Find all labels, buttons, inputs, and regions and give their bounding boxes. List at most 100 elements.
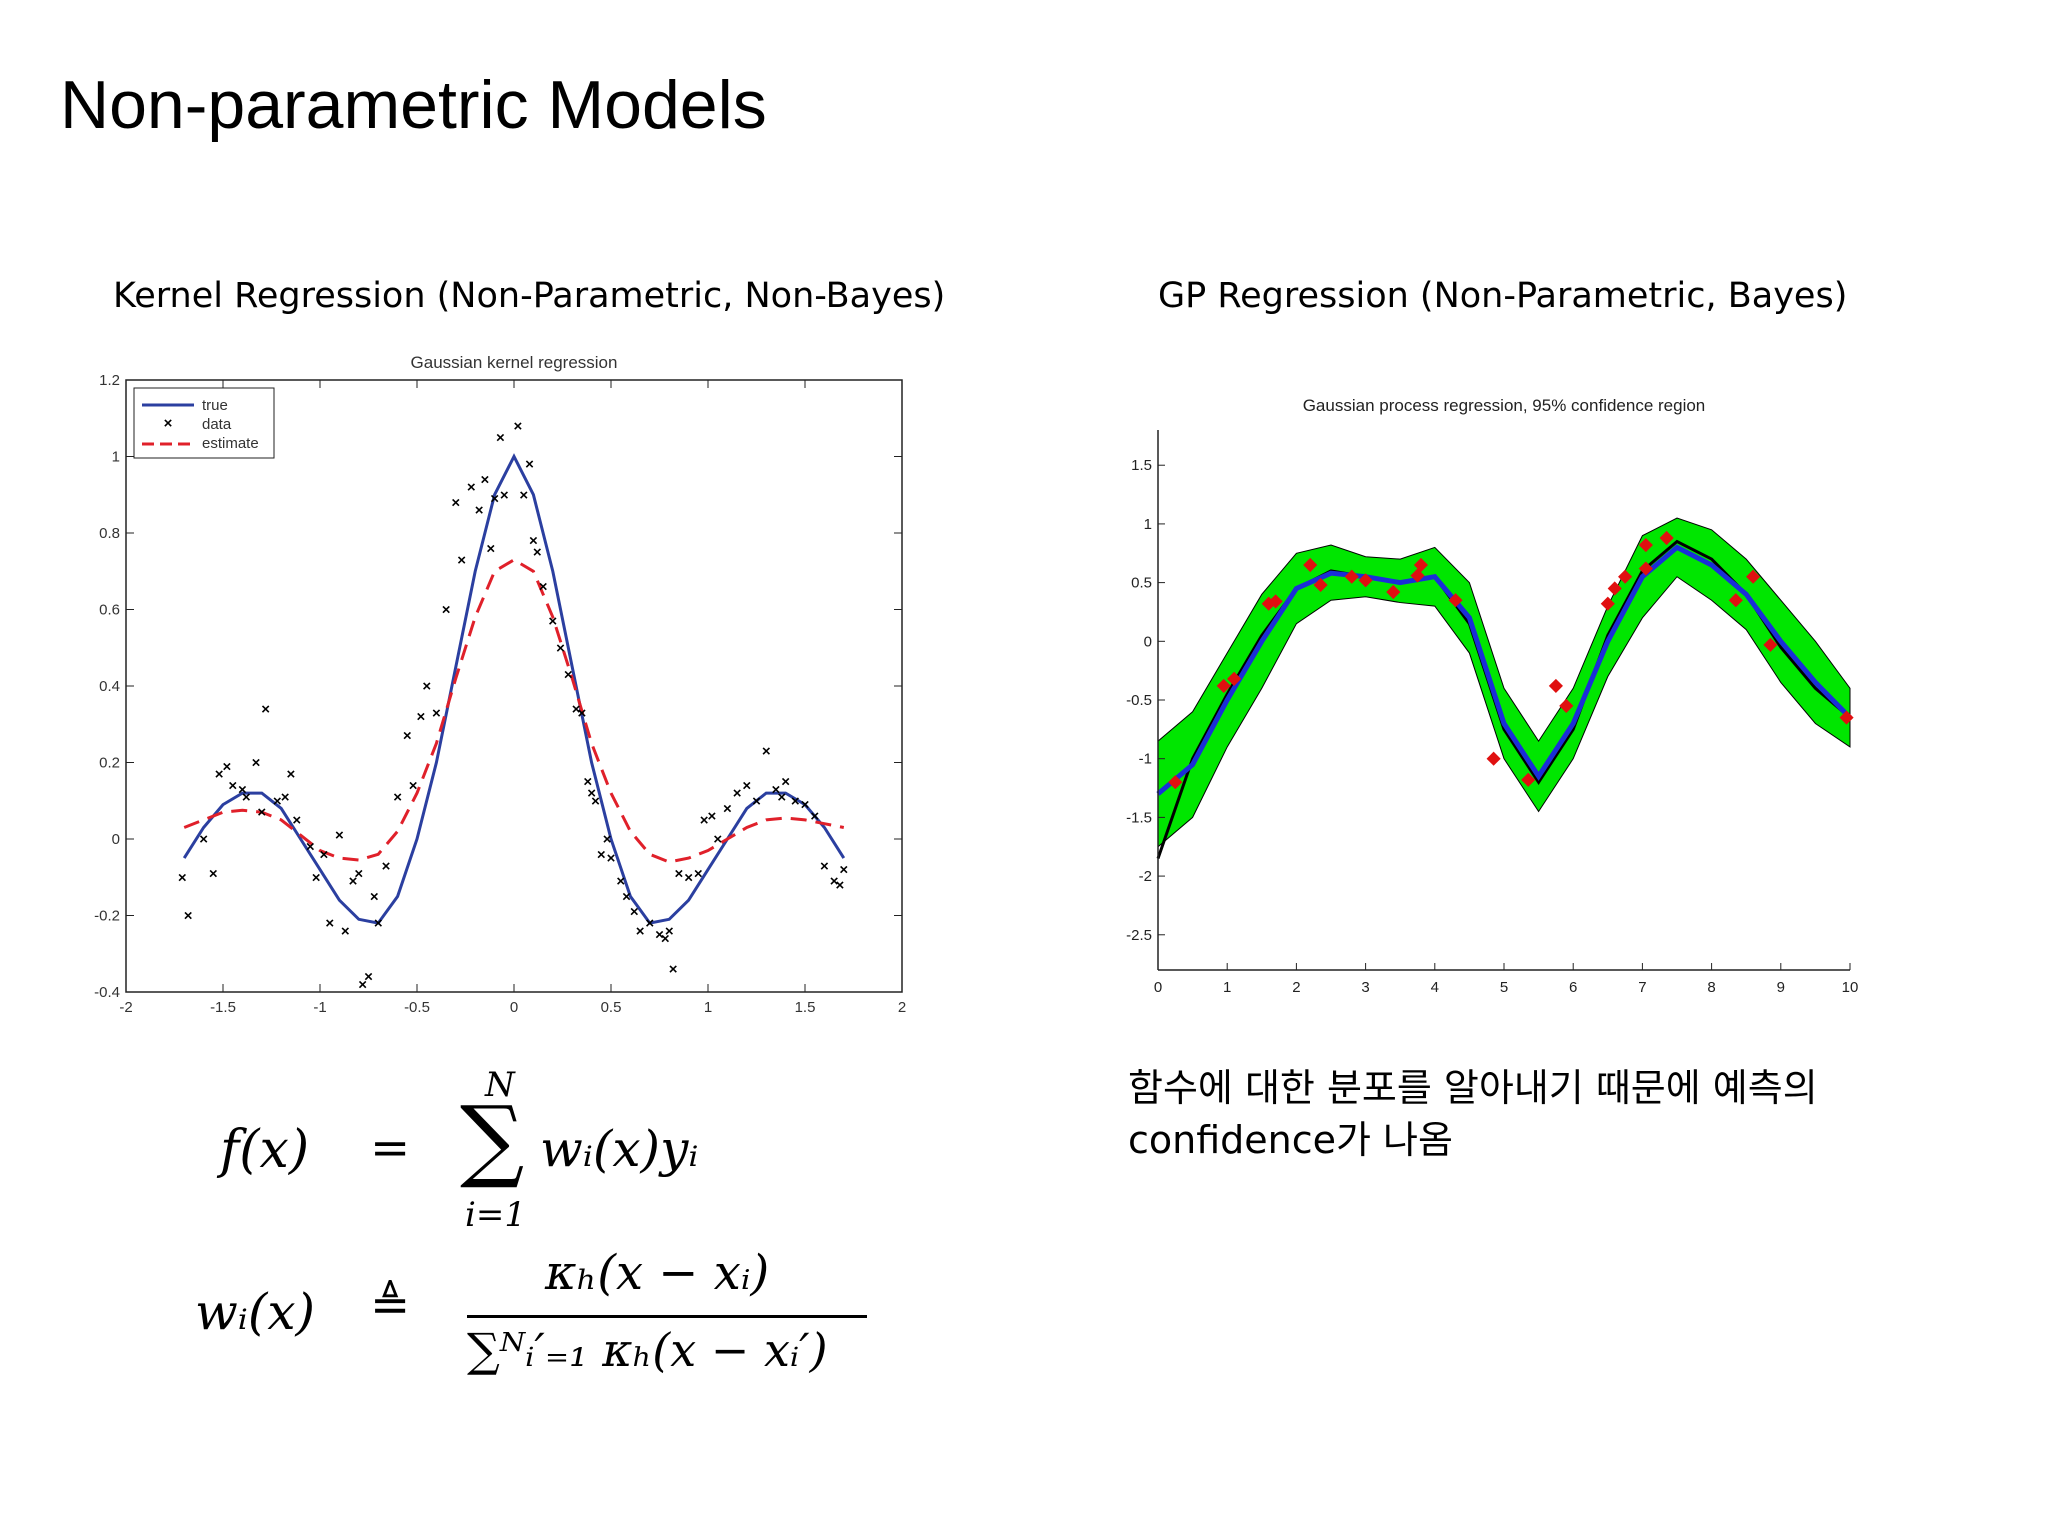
data-point — [1303, 557, 1318, 573]
legend-label: true — [202, 397, 228, 414]
data-point: × — [341, 923, 350, 940]
data-point: × — [519, 487, 528, 504]
data-point — [1618, 569, 1633, 584]
gp-regression-heading: GP Regression (Non-Parametric, Bayes) — [1158, 276, 1848, 316]
data-point: × — [583, 774, 592, 791]
gp-regression-chart: Gaussian process regression, 95% confide… — [1126, 396, 1858, 996]
x-tick-label: 1 — [704, 999, 712, 1016]
data-point: × — [587, 785, 596, 802]
confidence-note-line-1: 함수에 대한 분포를 알아내기 때문에 예측의 — [1128, 1066, 1818, 1110]
data-point: × — [772, 781, 781, 798]
sum-body: wᵢ(x)yᵢ — [540, 1120, 699, 1178]
data-point — [1227, 671, 1242, 686]
data-point: × — [238, 781, 247, 798]
data-point: × — [622, 888, 631, 905]
data-point — [1638, 537, 1653, 553]
series-line-true — [182, 453, 846, 925]
sum-upper-limit: N — [485, 1065, 515, 1105]
posterior-mean-line — [1156, 544, 1852, 796]
data-point: × — [199, 831, 208, 848]
x-tick-label: 2 — [1292, 979, 1300, 996]
data-point: × — [762, 743, 771, 760]
x-tick-label: 9 — [1777, 979, 1785, 996]
data-point — [1313, 577, 1328, 593]
y-tick-label: 0.5 — [1131, 575, 1152, 592]
x-tick-label: -0.5 — [404, 999, 430, 1016]
data-point: × — [533, 544, 542, 561]
data-point: × — [457, 552, 466, 569]
data-point: × — [481, 471, 490, 488]
data-point — [1659, 530, 1674, 546]
weight-denominator: ∑ᴺᵢ′₌₁ κₕ(x − xᵢ′) — [467, 1323, 828, 1377]
data-point: × — [742, 777, 751, 794]
y-tick-label: 0.6 — [99, 602, 120, 619]
data-point: × — [496, 429, 505, 446]
data-point — [1559, 698, 1574, 713]
data-point: × — [591, 793, 600, 810]
data-point: × — [564, 667, 573, 684]
data-point: × — [354, 865, 363, 882]
data-point: × — [370, 888, 379, 905]
y-tick-label: 0.4 — [99, 678, 120, 695]
triangleq-sign: ≜ — [370, 1277, 411, 1333]
slide-title: Non-parametric Models — [60, 67, 767, 143]
data-point: × — [222, 758, 231, 775]
data-point: × — [422, 678, 431, 695]
y-tick-label: -0.2 — [94, 908, 120, 925]
y-tick-label: 0.2 — [99, 755, 120, 772]
data-point: × — [713, 831, 722, 848]
data-point: × — [597, 846, 606, 863]
data-point: × — [684, 869, 693, 886]
data-point: × — [228, 777, 237, 794]
data-point: × — [319, 846, 328, 863]
data-point — [1638, 561, 1653, 576]
data-point: × — [636, 923, 645, 940]
data-point: × — [630, 904, 639, 921]
kernel-regression-formula: f(x) = N ∑ i=1 wᵢ(x)yᵢ wᵢ(x) ≜ κₕ(x − xᵢ… — [185, 1065, 905, 1405]
data-point: × — [572, 701, 581, 718]
data-point: × — [839, 862, 848, 879]
data-point: × — [665, 923, 674, 940]
x-tick-label: 0.5 — [601, 999, 622, 1016]
data-point: × — [349, 873, 358, 890]
data-point: × — [486, 540, 495, 557]
y-tick-label: -1.5 — [1126, 809, 1152, 826]
data-point: × — [669, 961, 678, 978]
data-point: × — [335, 827, 344, 844]
data-point: × — [490, 491, 499, 508]
data-point: × — [655, 927, 664, 944]
data-point: × — [215, 766, 224, 783]
data-point: × — [830, 873, 839, 890]
data-point: × — [801, 797, 810, 814]
data-point: × — [281, 789, 290, 806]
x-tick-label: 1 — [1223, 979, 1231, 996]
x-tick-label: 2 — [898, 999, 906, 1016]
confidence-note: 함수에 대한 분포를 알아내기 때문에 예측의 confidence가 나옴 — [1128, 1062, 1818, 1166]
data-point: × — [645, 915, 654, 932]
weight-numerator: κₕ(x − xᵢ) — [545, 1245, 770, 1301]
data-point: × — [261, 701, 270, 718]
x-tick-label: 7 — [1638, 979, 1646, 996]
data-point: × — [836, 877, 845, 894]
y-tick-label: 1.5 — [1131, 457, 1152, 474]
x-tick-label: 0 — [510, 999, 518, 1016]
y-tick-label: 1.2 — [99, 372, 120, 389]
data-point — [1386, 584, 1401, 600]
data-point — [1607, 581, 1622, 596]
legend-label: data — [202, 416, 232, 433]
data-point: × — [539, 579, 548, 596]
data-point: × — [513, 418, 522, 435]
x-tick-label: 3 — [1361, 979, 1369, 996]
chart-title: Gaussian process regression, 95% confide… — [1303, 396, 1706, 415]
data-point: × — [184, 908, 193, 925]
data-point: × — [178, 869, 187, 886]
confidence-band — [1157, 517, 1851, 848]
y-tick-label: -2 — [1139, 868, 1152, 885]
data-point: × — [694, 865, 703, 882]
data-point: × — [752, 793, 761, 810]
x-tick-label: -2 — [119, 999, 132, 1016]
data-point: × — [781, 774, 790, 791]
data-point: × — [675, 865, 684, 882]
data-point: × — [820, 858, 829, 875]
w-lhs: wᵢ(x) — [195, 1283, 316, 1341]
